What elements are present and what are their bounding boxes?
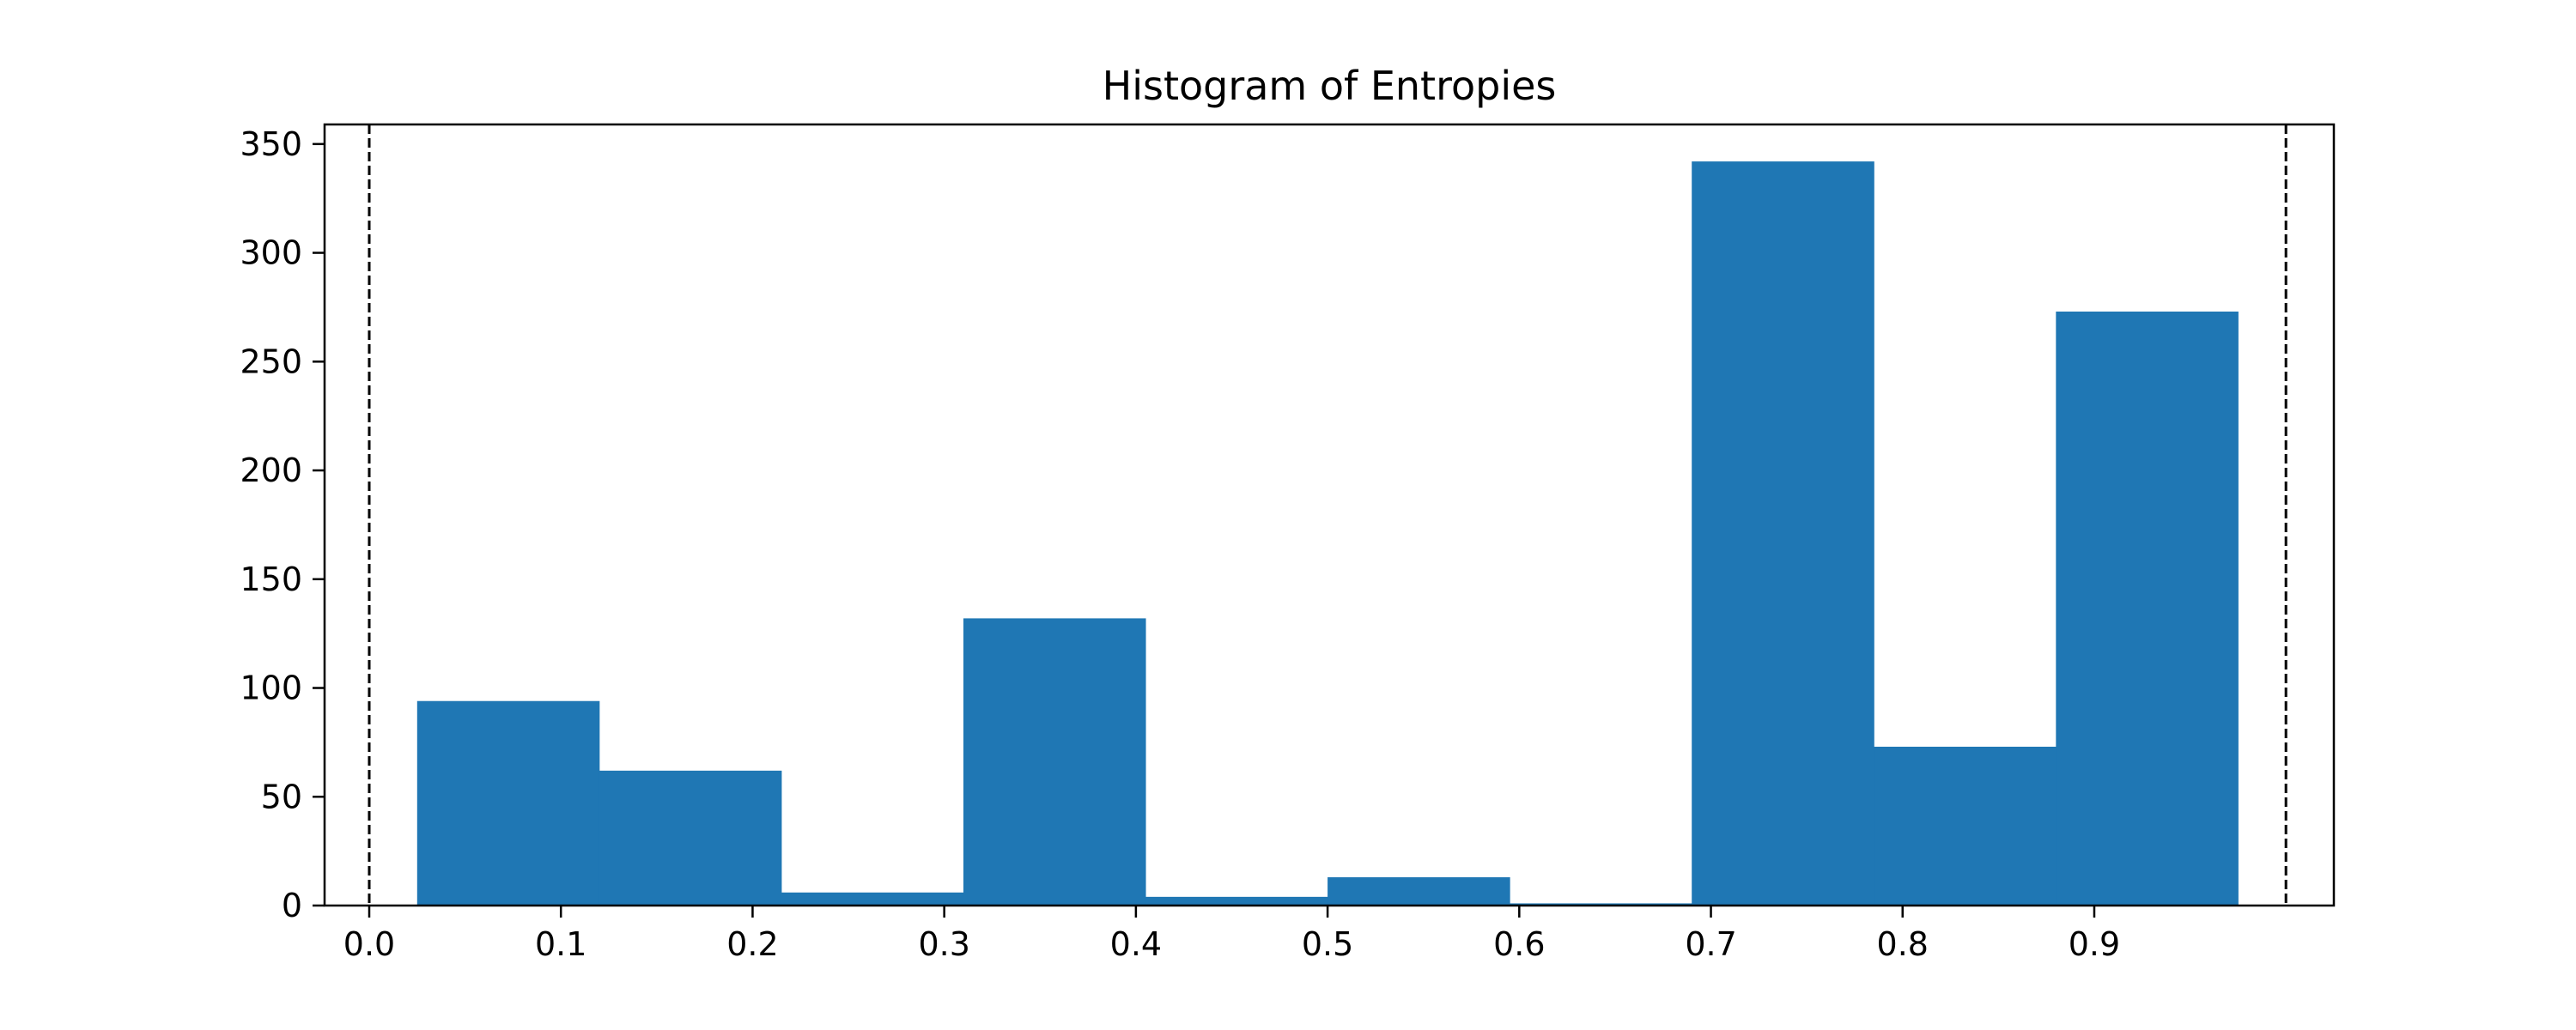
histogram-bar <box>2056 311 2239 906</box>
x-tick-label: 0.2 <box>726 925 778 963</box>
x-tick-label: 0.5 <box>1302 925 1353 963</box>
histogram-bar <box>963 618 1146 906</box>
x-tick-label: 0.9 <box>2069 925 2120 963</box>
y-tick-label: 0 <box>282 887 302 924</box>
y-tick-label: 300 <box>240 234 302 272</box>
bars-layer <box>416 161 2239 906</box>
histogram-bar <box>1874 746 2057 906</box>
y-tick-label: 350 <box>240 125 302 163</box>
y-tick-label: 200 <box>240 451 302 489</box>
chart-title: Histogram of Entropies <box>1103 63 1557 109</box>
x-tick-label: 0.1 <box>535 925 586 963</box>
x-tick-label: 0.4 <box>1110 925 1162 963</box>
y-tick-label: 50 <box>261 778 302 815</box>
x-axis-ticks: 0.0 0.1 0.2 0.3 0.4 0.5 0.6 0.7 0.8 0.9 <box>343 906 2120 963</box>
x-tick-label: 0.6 <box>1493 925 1545 963</box>
histogram-bar <box>1510 903 1692 906</box>
y-tick-label: 150 <box>240 560 302 598</box>
x-tick-label: 0.3 <box>918 925 969 963</box>
histogram-bar <box>416 700 600 906</box>
x-tick-label: 0.7 <box>1685 925 1736 963</box>
x-tick-label: 0.0 <box>343 925 395 963</box>
histogram-bar <box>1145 896 1328 906</box>
reference-lines-layer <box>368 124 2287 906</box>
histogram-bar <box>781 892 964 906</box>
y-axis-ticks: 0 50 100 150 200 250 300 350 <box>240 125 325 924</box>
histogram-bar <box>598 770 782 906</box>
axes-layer <box>323 123 2336 907</box>
x-tick-label: 0.8 <box>1877 925 1929 963</box>
histogram-bar <box>1692 161 1874 906</box>
axes-frame <box>323 123 2336 907</box>
y-tick-label: 250 <box>240 342 302 380</box>
y-tick-label: 100 <box>240 670 302 707</box>
histogram-bar <box>1327 877 1510 906</box>
